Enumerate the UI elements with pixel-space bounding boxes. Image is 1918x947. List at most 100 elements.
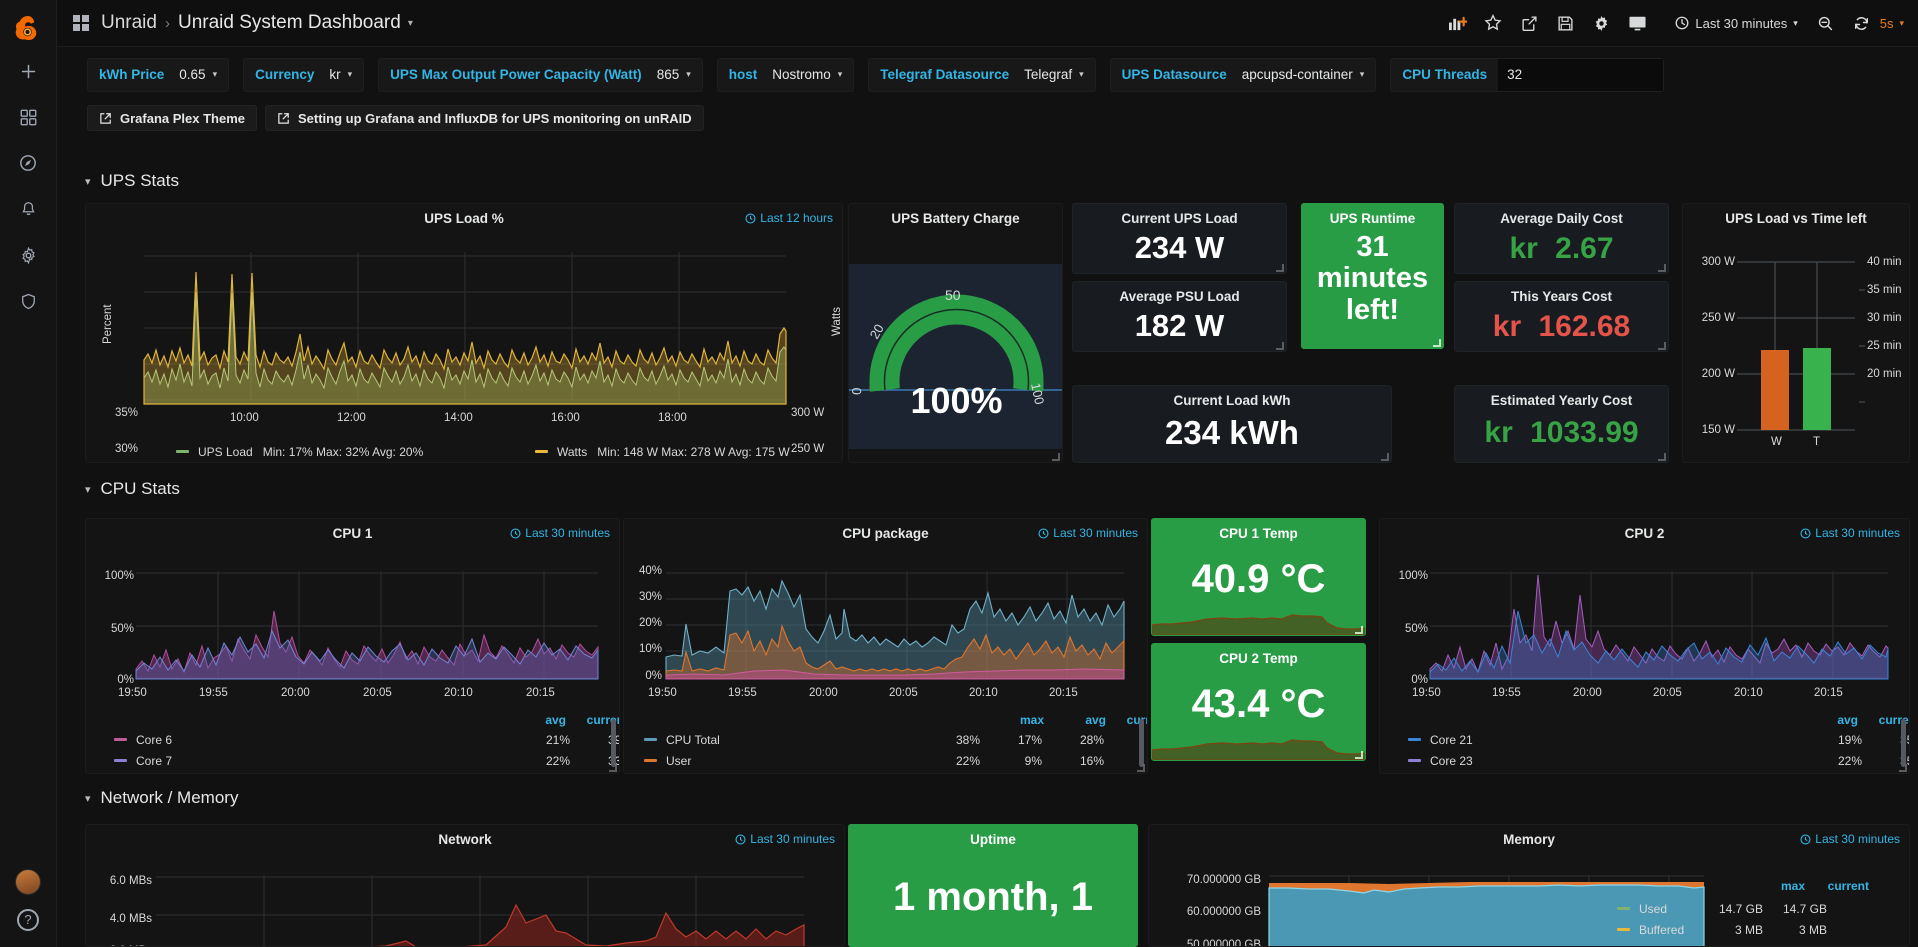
panel-cpu1-temp[interactable]: CPU 1 Temp 40.9 °C — [1151, 518, 1366, 636]
grafana-plex-theme-link[interactable]: Grafana Plex Theme — [87, 105, 257, 131]
variable-ups-max-output-power-capacity[interactable]: UPS Max Output Power Capacity (Watt) 865… — [378, 57, 703, 92]
variable-value[interactable]: apcupsd-container ▾ — [1238, 67, 1376, 82]
panel-current-load-kwh[interactable]: Current Load kWh 234 kWh — [1072, 385, 1392, 463]
panel-time-range[interactable]: Last 30 minutes — [1038, 526, 1138, 540]
legend-scrollbar[interactable] — [1139, 719, 1144, 767]
avatar[interactable] — [15, 869, 41, 895]
add-panel-icon[interactable] — [1440, 8, 1474, 38]
panel-resize-handle[interactable] — [1276, 264, 1284, 272]
panel-resize-handle[interactable] — [1137, 764, 1145, 772]
legend-entry-buffered[interactable]: Buffered 3 MB 3 MB — [1617, 919, 1827, 940]
panel-resize-handle[interactable] — [1658, 264, 1666, 272]
legend-scrollbar[interactable] — [611, 719, 616, 767]
panel-estimated-yearly-cost[interactable]: Estimated Yearly Cost kr 1033.99 — [1454, 385, 1669, 463]
section-header-cpu-stats[interactable]: ▾ CPU Stats — [57, 473, 1918, 505]
save-icon[interactable] — [1548, 8, 1582, 38]
x-tick: 20:00 — [809, 687, 838, 699]
cpu-threads-input[interactable] — [1498, 58, 1664, 91]
panel-time-range[interactable]: Last 30 minutes — [510, 526, 610, 540]
legend-entry-watts[interactable]: Watts Min: 148 W Max: 278 W Avg: 175 W — [535, 441, 790, 462]
grafana-logo-icon[interactable] — [9, 10, 47, 48]
panel-current-ups-load[interactable]: Current UPS Load 234 W — [1072, 203, 1287, 274]
dashboard-caret-icon[interactable]: ▾ — [407, 17, 413, 29]
legend-entry-core6[interactable]: Core 6 21% 39% — [114, 729, 619, 750]
panel-resize-handle[interactable] — [1433, 339, 1441, 347]
sidebar-item-create[interactable] — [5, 48, 51, 94]
panel-ups-load[interactable]: UPS Load % Last 12 hours Percent Watts 3… — [85, 203, 843, 463]
panel-cpu-package[interactable]: CPU package Last 30 minutes 40% 30% 20% … — [623, 518, 1148, 774]
panel-resize-handle[interactable] — [1381, 453, 1389, 461]
zoom-out-icon[interactable] — [1809, 8, 1843, 38]
panel-resize-handle[interactable] — [1899, 764, 1907, 772]
panel-resize-handle[interactable] — [1658, 342, 1666, 350]
legend-entry-user[interactable]: User 22% 9% 16% — [644, 750, 1104, 771]
section-header-ups-stats[interactable]: ▾ UPS Stats — [57, 165, 1918, 197]
x-tick: 20:05 — [1653, 687, 1682, 699]
panel-resize-handle[interactable] — [1658, 453, 1666, 461]
share-icon[interactable] — [1512, 8, 1546, 38]
sidebar-item-configuration[interactable] — [5, 232, 51, 278]
legend-scrollbar[interactable] — [1901, 719, 1906, 767]
legend-entry-ups-load[interactable]: UPS Load Min: 17% Max: 32% Avg: 20% — [176, 441, 423, 462]
monitor-icon[interactable] — [1620, 8, 1654, 38]
panel-resize-handle[interactable] — [609, 764, 617, 772]
gear-icon[interactable] — [1584, 8, 1618, 38]
variable-value[interactable]: Nostromo ▾ — [768, 67, 853, 82]
variable-value[interactable]: 0.65 ▾ — [175, 67, 228, 82]
panel-cpu1[interactable]: CPU 1 Last 30 minutes 100% 50% 0% 19:50 … — [85, 518, 620, 774]
legend-entry-core23[interactable]: Core 23 22% 35% — [1408, 750, 1909, 771]
panel-memory[interactable]: Memory Last 30 minutes 70.000000 GB 60.0… — [1148, 824, 1910, 947]
breadcrumb-root[interactable]: Unraid — [101, 12, 157, 33]
sidebar-item-dashboards[interactable] — [5, 94, 51, 140]
panel-network[interactable]: Network Last 30 minutes 6.0 MBs 4.0 MBs … — [85, 824, 845, 947]
page-title[interactable]: Unraid System Dashboard — [177, 12, 401, 33]
panel-ups-battery-charge[interactable]: UPS Battery Charge 50 20 0 100 100% — [848, 203, 1063, 463]
variable-telegraf-datasource[interactable]: Telegraf Datasource Telegraf ▾ — [868, 57, 1096, 92]
legend-entry-cpu-total[interactable]: CPU Total 38% 17% 28% — [644, 729, 1104, 750]
variable-cpu-threads[interactable]: CPU Threads — [1390, 57, 1665, 92]
legend-entry-core7[interactable]: Core 7 22% 33% — [114, 750, 619, 771]
refresh-chevron-icon[interactable]: ▾ — [1899, 17, 1904, 28]
legend-header[interactable]: max current — [1741, 875, 1869, 896]
legend-header[interactable]: max avg current ▾ — [994, 709, 1147, 730]
sidebar-item-alerting[interactable] — [5, 186, 51, 232]
panel-ups-load-vs-time-left[interactable]: UPS Load vs Time left W T 300 W 250 W 20… — [1682, 203, 1910, 463]
help-icon[interactable]: ? — [17, 909, 39, 931]
star-icon[interactable] — [1476, 8, 1510, 38]
legend-header[interactable]: avg current ▾ — [1808, 709, 1909, 730]
panel-resize-handle[interactable] — [1052, 453, 1060, 461]
variable-ups-datasource[interactable]: UPS Datasource apcupsd-container ▾ — [1109, 57, 1377, 92]
refresh-interval-label[interactable]: 5s — [1879, 15, 1894, 31]
panel-time-range[interactable]: Last 12 hours — [745, 211, 833, 225]
section-header-network-memory[interactable]: ▾ Network / Memory — [57, 782, 1918, 814]
time-range-picker[interactable]: Last 30 minutes ▾ — [1665, 8, 1807, 38]
panel-uptime[interactable]: Uptime 1 month, 1 — [848, 824, 1138, 947]
legend-header[interactable]: avg current ▾ — [516, 709, 619, 730]
legend-entry-core21[interactable]: Core 21 19% 35% — [1408, 729, 1909, 750]
panel-resize-handle[interactable] — [1276, 342, 1284, 350]
panel-resize-handle[interactable] — [1355, 751, 1363, 759]
panel-time-range[interactable]: Last 30 minutes — [735, 832, 835, 846]
refresh-icon[interactable] — [1845, 8, 1879, 38]
legend-entry-used[interactable]: Used 14.7 GB 14.7 GB — [1617, 898, 1827, 919]
variable-host[interactable]: host Nostromo ▾ — [716, 57, 855, 92]
panel-cpu2-temp[interactable]: CPU 2 Temp 43.4 °C — [1151, 643, 1366, 761]
variable-kwh-price[interactable]: kWh Price 0.65 ▾ — [87, 57, 230, 92]
panel-resize-handle[interactable] — [1355, 626, 1363, 634]
ups-monitoring-guide-link[interactable]: Setting up Grafana and InfluxDB for UPS … — [265, 105, 704, 131]
panel-time-range[interactable]: Last 30 minutes — [1800, 832, 1900, 846]
variable-value[interactable]: Telegraf ▾ — [1020, 67, 1095, 82]
panel-ups-runtime[interactable]: UPS Runtime 31 minutes left! — [1301, 203, 1444, 349]
panel-this-years-cost[interactable]: This Years Cost kr 162.68 — [1454, 281, 1669, 352]
panel-cpu2[interactable]: CPU 2 Last 30 minutes 100% 50% 0% 19:50 … — [1379, 518, 1910, 774]
sidebar-item-explore[interactable] — [5, 140, 51, 186]
panel-average-psu-load[interactable]: Average PSU Load 182 W — [1072, 281, 1287, 352]
variable-currency[interactable]: Currency kr ▾ — [243, 57, 365, 92]
panel-time-range[interactable]: Last 30 minutes — [1800, 526, 1900, 540]
sidebar-item-server-admin[interactable] — [5, 278, 51, 324]
dashboard-grid-icon[interactable] — [73, 15, 89, 31]
external-link-icon — [278, 112, 289, 124]
variable-value[interactable]: kr ▾ — [325, 67, 363, 82]
panel-average-daily-cost[interactable]: Average Daily Cost kr 2.67 — [1454, 203, 1669, 274]
variable-value[interactable]: 865 ▾ — [653, 67, 702, 82]
